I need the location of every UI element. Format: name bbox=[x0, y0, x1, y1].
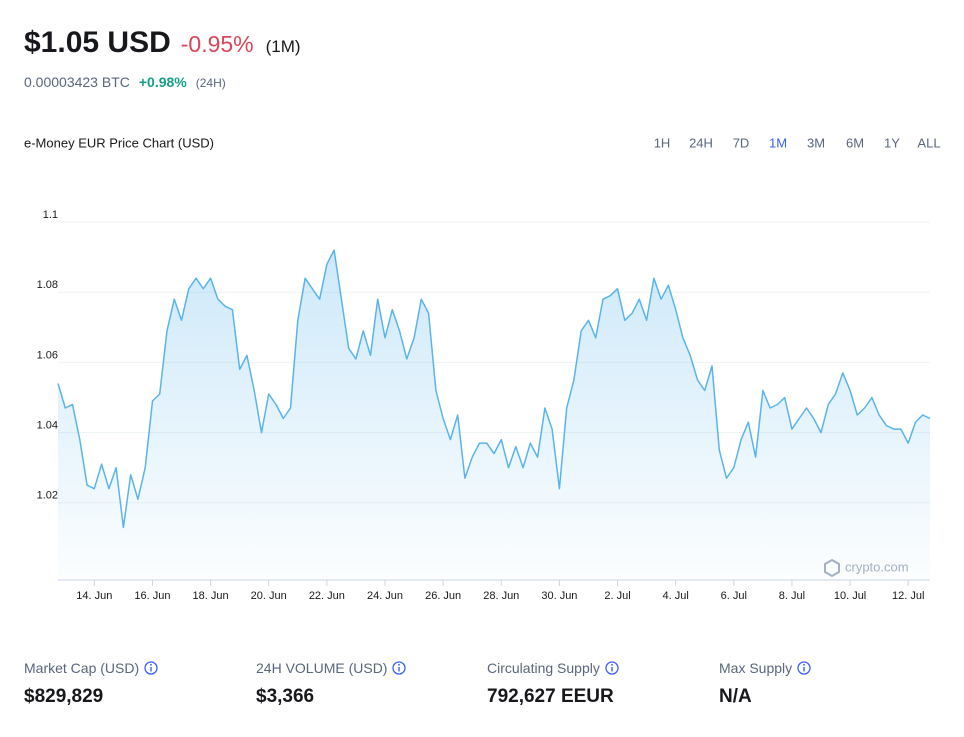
x-tick-label: 8. Jul bbox=[779, 590, 805, 602]
stat-value: N/A bbox=[719, 686, 752, 707]
btc-price: 0.00003423 BTC bbox=[24, 74, 130, 90]
change-period: (1M) bbox=[265, 37, 301, 56]
stat-label: Max Supply bbox=[719, 660, 793, 676]
stat-label: Circulating Supply bbox=[487, 660, 600, 676]
x-tick-label: 18. Jun bbox=[193, 590, 229, 602]
price-change: -0.95% bbox=[180, 31, 254, 57]
y-tick-label: 1.1 bbox=[43, 209, 58, 221]
chart-title: e-Money EUR Price Chart (USD) bbox=[24, 135, 214, 150]
y-tick-label: 1.08 bbox=[37, 279, 58, 291]
x-tick-label: 2. Jul bbox=[604, 590, 630, 602]
stat: 24H VOLUME (USD) $3,366 bbox=[256, 660, 407, 708]
range-button[interactable]: 6M bbox=[846, 135, 864, 150]
range-button[interactable]: 7D bbox=[733, 135, 750, 150]
range-button[interactable]: ALL bbox=[917, 135, 940, 150]
x-tick-label: 28. Jun bbox=[483, 590, 519, 602]
x-tick-label: 12. Jul bbox=[892, 590, 924, 602]
y-tick-label: 1.06 bbox=[37, 349, 58, 361]
range-button[interactable]: 1M bbox=[769, 135, 787, 150]
x-tick-label: 30. Jun bbox=[541, 590, 577, 602]
area-fill bbox=[58, 250, 930, 580]
x-tick-label: 4. Jul bbox=[663, 590, 689, 602]
x-tick-label: 22. Jun bbox=[309, 590, 345, 602]
info-icon[interactable] bbox=[392, 661, 407, 675]
range-button[interactable]: 3M bbox=[807, 135, 825, 150]
y-tick-label: 1.02 bbox=[37, 490, 58, 502]
btc-period: (24H) bbox=[195, 76, 226, 90]
stat: Max Supply N/A bbox=[719, 660, 811, 708]
x-tick-label: 26. Jun bbox=[425, 590, 461, 602]
price-line bbox=[57, 249, 931, 529]
y-tick-label: 1.04 bbox=[37, 419, 58, 431]
stat-label-row: Circulating Supply bbox=[487, 660, 619, 676]
range-button[interactable]: 1H bbox=[654, 135, 671, 150]
info-icon[interactable] bbox=[797, 661, 811, 675]
btc-change: +0.98% bbox=[138, 74, 187, 90]
x-tick-label: 10. Jul bbox=[834, 590, 866, 602]
btc-row: 0.00003423 BTC +0.98% (24H) bbox=[24, 74, 226, 90]
x-tick-label: 20. Jun bbox=[251, 590, 287, 602]
stat: Market Cap (USD) $829,829 bbox=[24, 660, 158, 708]
x-tick-label: 16. Jun bbox=[134, 590, 170, 602]
price-row: $1.05 USD -0.95% (1M) bbox=[24, 26, 301, 60]
stat-label-row: Market Cap (USD) bbox=[24, 660, 158, 676]
stat-value: 792,627 EEUR bbox=[487, 686, 614, 707]
stat-label: 24H VOLUME (USD) bbox=[256, 660, 388, 676]
range-button[interactable]: 24H bbox=[689, 135, 713, 150]
stat: Circulating Supply 792,627 EEUR bbox=[487, 660, 619, 708]
info-icon[interactable] bbox=[605, 661, 619, 675]
info-icon[interactable] bbox=[144, 661, 158, 675]
stat-label: Market Cap (USD) bbox=[24, 660, 140, 676]
stat-label-row: Max Supply bbox=[719, 660, 811, 676]
x-tick-label: 6. Jul bbox=[721, 590, 747, 602]
x-tick-label: 24. Jun bbox=[367, 590, 403, 602]
stat-value: $3,366 bbox=[256, 686, 315, 707]
range-button[interactable]: 1Y bbox=[884, 135, 900, 150]
stat-value: $829,829 bbox=[24, 686, 104, 707]
x-tick-label: 14. Jun bbox=[76, 590, 112, 602]
stat-label-row: 24H VOLUME (USD) bbox=[256, 660, 407, 676]
price: $1.05 USD bbox=[24, 26, 171, 59]
